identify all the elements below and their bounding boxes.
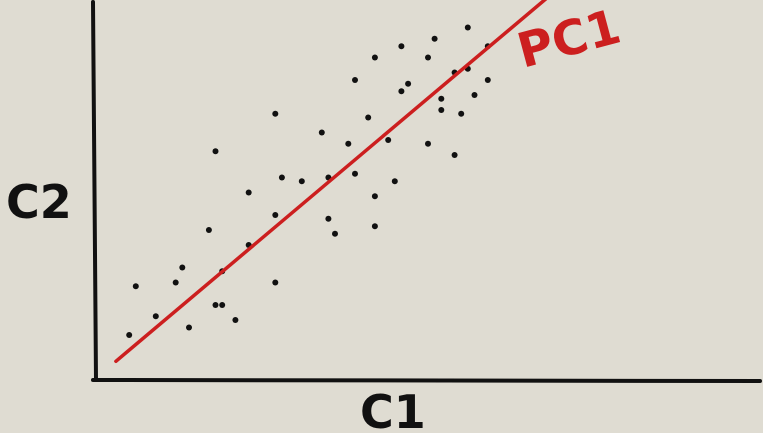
data-point-47 [484, 77, 491, 83]
data-point-31 [385, 137, 392, 143]
data-point-20 [318, 129, 325, 136]
data-point-40 [438, 95, 445, 102]
data-point-1 [126, 332, 133, 338]
data-point-16 [272, 212, 279, 218]
data-point-36 [425, 140, 431, 147]
data-point-43 [458, 110, 465, 117]
data-point-6 [186, 324, 192, 331]
data-point-22 [325, 215, 332, 222]
data-point-7 [205, 227, 212, 233]
x-axis [91, 378, 762, 383]
data-point-2 [132, 283, 139, 290]
y-axis [91, 0, 98, 382]
data-point-32 [391, 178, 398, 185]
data-point-46 [471, 92, 478, 98]
data-point-5 [179, 264, 186, 271]
data-point-35 [405, 80, 412, 87]
data-point-33 [398, 88, 405, 95]
data-point-4 [172, 279, 179, 286]
data-point-38 [431, 35, 438, 42]
pc1-line [114, 0, 548, 364]
data-point-27 [365, 114, 372, 121]
data-point-39 [438, 107, 445, 113]
data-point-23 [332, 230, 338, 237]
data-point-19 [298, 178, 305, 185]
data-point-34 [398, 43, 405, 50]
data-point-42 [451, 152, 458, 158]
data-point-8 [212, 302, 219, 308]
data-point-37 [425, 54, 431, 61]
data-point-25 [352, 170, 358, 177]
data-point-14 [245, 189, 252, 196]
data-point-15 [272, 279, 279, 286]
data-point-30 [371, 54, 378, 61]
data-point-18 [278, 174, 285, 181]
y-axis-label: C2 [6, 175, 72, 229]
data-point-17 [272, 110, 279, 117]
data-point-44 [464, 24, 471, 31]
data-point-12 [232, 317, 239, 323]
data-point-11 [219, 302, 226, 308]
data-point-3 [152, 313, 159, 320]
data-point-28 [371, 193, 378, 200]
data-point-9 [212, 148, 219, 155]
data-point-26 [352, 77, 358, 83]
x-axis-label: C1 [360, 385, 426, 433]
data-points [126, 24, 491, 338]
data-point-29 [371, 223, 378, 230]
data-point-24 [345, 140, 352, 147]
